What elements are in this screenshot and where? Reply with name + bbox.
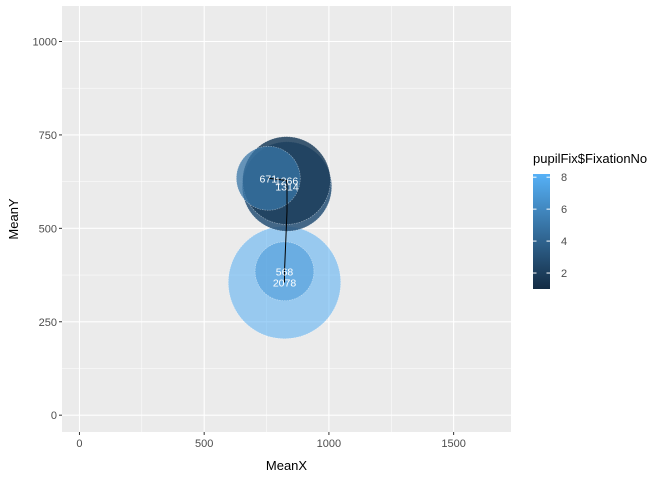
x-axis-title: MeanX <box>266 458 308 473</box>
duration-label: 1266 <box>275 176 299 188</box>
x-tick-label: 1500 <box>441 438 465 450</box>
legend-ticks: 2 4 6 8 <box>533 172 567 280</box>
x-tick-label: 0 <box>76 438 82 450</box>
duration-label: 671 <box>260 173 278 185</box>
legend-tick-label: 4 <box>561 236 567 248</box>
y-axis: 0 250 500 750 1000 <box>33 37 62 422</box>
legend-colorbar <box>533 174 550 289</box>
y-tick-label: 250 <box>39 317 57 329</box>
legend-title: pupilFix$FixationNo <box>533 151 647 166</box>
x-tick-label: 1000 <box>317 438 341 450</box>
y-tick-label: 0 <box>51 410 57 422</box>
legend-tick-label: 6 <box>561 204 567 216</box>
scanpath-line <box>268 177 288 283</box>
fixation-point <box>236 146 301 211</box>
duration-label: 2078 <box>273 278 297 290</box>
x-axis: 0 500 1000 1500 <box>76 432 466 450</box>
y-tick-label: 500 <box>39 223 57 235</box>
legend-tick-label: 8 <box>561 172 567 184</box>
duration-label: 568 <box>276 266 294 278</box>
duration-label: 1314 <box>275 181 299 193</box>
x-tick-label: 500 <box>195 438 213 450</box>
y-tick-label: 750 <box>39 130 57 142</box>
legend-tick-label: 2 <box>561 268 567 280</box>
y-axis-title: MeanY <box>6 198 21 240</box>
fixation-path <box>268 177 288 283</box>
y-tick-label: 1000 <box>33 37 57 49</box>
legend: pupilFix$FixationNo 2 4 6 8 <box>533 151 647 289</box>
